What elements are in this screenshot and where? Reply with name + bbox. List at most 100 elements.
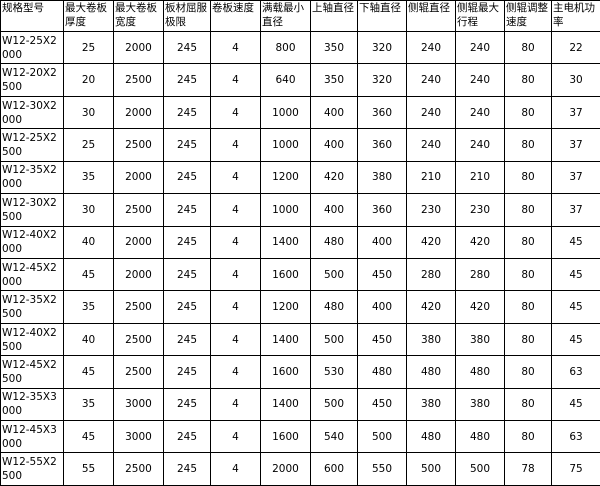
header-cell: 侧辊直径: [406, 0, 456, 32]
value-cell: 400: [310, 95, 358, 130]
value-cell: 2500: [113, 452, 164, 486]
value-cell: 80: [504, 193, 552, 227]
value-cell: 240: [455, 128, 505, 162]
header-cell: 上轴直径: [310, 0, 358, 32]
value-cell: 1000: [260, 193, 311, 227]
value-cell: 400: [357, 290, 407, 324]
value-cell: 80: [504, 160, 552, 195]
value-cell: 380: [455, 387, 505, 422]
value-cell: 1600: [260, 420, 311, 454]
value-cell: 4: [210, 322, 261, 357]
value-cell: 245: [163, 452, 211, 486]
value-cell: 380: [357, 160, 407, 195]
header-cell: 规格型号: [0, 0, 64, 32]
value-cell: 1400: [260, 225, 311, 259]
value-cell: 480: [406, 420, 456, 454]
value-cell: 400: [310, 128, 358, 162]
value-cell: 37: [551, 160, 600, 195]
value-cell: 4: [210, 160, 261, 195]
table-row: W12-45X2000 45 2000 245 4 1600 500 450 280 280 80 4…: [0, 257, 600, 292]
table-row: W12-30X2000 30 2000 245 4 1000 400 360 240 240 80 3…: [0, 95, 600, 130]
value-cell: 1000: [260, 95, 311, 130]
value-cell: 240: [406, 128, 456, 162]
value-cell: 80: [504, 63, 552, 97]
value-cell: 37: [551, 95, 600, 130]
value-cell: 63: [551, 420, 600, 454]
value-cell: 800: [260, 30, 311, 65]
value-cell: 35: [63, 160, 114, 195]
value-cell: 2500: [113, 193, 164, 227]
value-cell: 280: [455, 257, 505, 292]
value-cell: 550: [357, 452, 407, 486]
value-cell: 245: [163, 355, 211, 389]
value-cell: 4: [210, 420, 261, 454]
value-cell: 1200: [260, 160, 311, 195]
model-cell: W12-40X2000: [0, 225, 64, 259]
model-cell: W12-35X2500: [0, 290, 64, 324]
value-cell: 80: [504, 95, 552, 130]
model-cell: W12-45X2000: [0, 257, 64, 292]
value-cell: 45: [551, 225, 600, 259]
value-cell: 245: [163, 257, 211, 292]
value-cell: 63: [551, 355, 600, 389]
value-cell: 45: [63, 420, 114, 454]
value-cell: 30: [63, 95, 114, 130]
value-cell: 37: [551, 193, 600, 227]
value-cell: 25: [63, 30, 114, 65]
model-cell: W12-35X3000: [0, 387, 64, 422]
value-cell: 480: [406, 355, 456, 389]
value-cell: 3000: [113, 420, 164, 454]
value-cell: 1400: [260, 387, 311, 422]
value-cell: 240: [455, 63, 505, 97]
value-cell: 400: [310, 193, 358, 227]
value-cell: 540: [310, 420, 358, 454]
value-cell: 210: [455, 160, 505, 195]
value-cell: 245: [163, 160, 211, 195]
value-cell: 245: [163, 420, 211, 454]
model-cell: W12-30X2000: [0, 95, 64, 130]
value-cell: 230: [406, 193, 456, 227]
value-cell: 80: [504, 128, 552, 162]
value-cell: 420: [455, 225, 505, 259]
value-cell: 78: [504, 452, 552, 486]
value-cell: 80: [504, 30, 552, 65]
value-cell: 35: [63, 387, 114, 422]
value-cell: 245: [163, 193, 211, 227]
value-cell: 420: [406, 290, 456, 324]
value-cell: 40: [63, 225, 114, 259]
header-cell: 侧辊调整速度: [504, 0, 552, 32]
value-cell: 1200: [260, 290, 311, 324]
table-row: W12-25X2000 25 2000 245 4 800 350 320 240 240 80 22: [0, 30, 600, 65]
value-cell: 450: [357, 257, 407, 292]
table-row: W12-45X2500 45 2500 245 4 1600 530 480 480 480 80 6…: [0, 355, 600, 389]
value-cell: 350: [310, 63, 358, 97]
value-cell: 55: [63, 452, 114, 486]
value-cell: 4: [210, 355, 261, 389]
model-cell: W12-45X3000: [0, 420, 64, 454]
value-cell: 45: [551, 290, 600, 324]
value-cell: 4: [210, 387, 261, 422]
value-cell: 80: [504, 225, 552, 259]
value-cell: 4: [210, 30, 261, 65]
model-cell: W12-25X2000: [0, 30, 64, 65]
model-cell: W12-40X2500: [0, 322, 64, 357]
value-cell: 245: [163, 225, 211, 259]
value-cell: 3000: [113, 387, 164, 422]
header-cell: 满载最小直径: [260, 0, 311, 32]
model-cell: W12-30X2500: [0, 193, 64, 227]
table-row: W12-55X2500 55 2500 245 4 2000 600 550 500 500 78 7…: [0, 452, 600, 486]
value-cell: 4: [210, 452, 261, 486]
value-cell: 4: [210, 257, 261, 292]
table-body: W12-25X2000 25 2000 245 4 800 350 320 240 240 80 22…: [0, 30, 600, 486]
value-cell: 4: [210, 63, 261, 97]
value-cell: 245: [163, 387, 211, 422]
value-cell: 2500: [113, 355, 164, 389]
value-cell: 245: [163, 30, 211, 65]
value-cell: 4: [210, 95, 261, 130]
value-cell: 40: [63, 322, 114, 357]
model-cell: W12-20X2500: [0, 63, 64, 97]
model-cell: W12-25X2500: [0, 128, 64, 162]
value-cell: 240: [406, 63, 456, 97]
value-cell: 80: [504, 420, 552, 454]
